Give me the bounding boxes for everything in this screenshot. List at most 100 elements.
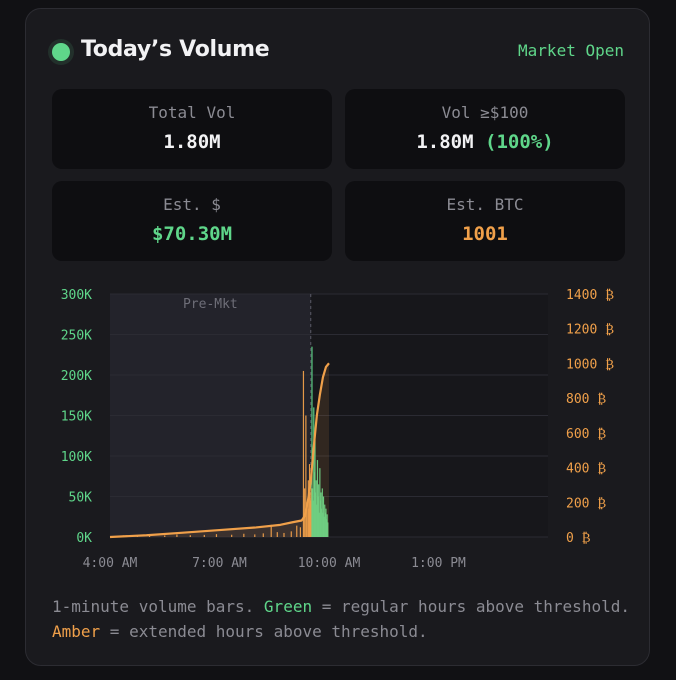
- volume-chart: Pre-Mkt 0K 50K 100K 150K 200K 250K 300K 0 ₿ 200 ₿…: [61, 288, 614, 571]
- stat-value-row: 1.80M (100%): [345, 131, 625, 153]
- extended-volume-bar: [290, 531, 292, 537]
- stat-label: Est. BTC: [446, 195, 524, 214]
- cumulative-btc-area: [110, 363, 329, 537]
- cumulative-btc-line: [109, 362, 330, 539]
- extended-volume-bar: [215, 534, 218, 537]
- extended-volume-bar: [189, 535, 191, 537]
- regular-volume-bar: [313, 472, 315, 537]
- regular-volume-bar: [326, 514, 328, 537]
- stat-value: 1.80M: [416, 131, 474, 153]
- plot-area: Pre-Mkt 0K 50K 100K 150K 200K 250K 300K 0 ₿ 200 ₿…: [61, 288, 614, 571]
- extended-volume-bar: [310, 500, 312, 537]
- regular-volume-bar: [317, 496, 319, 537]
- stat-label: Est. $: [163, 195, 221, 214]
- y-tick-label: 200K: [61, 369, 92, 384]
- extended-volume-bar: [310, 488, 312, 537]
- y2-tick-label: 200 ₿: [566, 496, 606, 511]
- regular-volume-bar: [311, 488, 314, 537]
- market-status-dot: [52, 43, 70, 61]
- y2-tick-label: 1000 ₿: [566, 357, 614, 372]
- x-tick-label: 4:00 AM: [83, 556, 138, 571]
- extended-volume-bar: [309, 492, 311, 537]
- y2-tick-label: 1200 ₿: [566, 323, 614, 338]
- regular-volume-bar: [325, 508, 327, 537]
- stat-est-usd: Est. $ $70.30M: [52, 181, 332, 261]
- extended-volume-bar: [270, 524, 272, 537]
- x-tick-label: 1:00 PM: [411, 556, 466, 571]
- regular-volume-bar: [319, 500, 322, 537]
- regular-volume-bar: [322, 496, 325, 537]
- extended-volume-bar: [302, 370, 305, 537]
- extended-volume-bar: [164, 535, 166, 537]
- regular-volume-bar: [315, 492, 317, 537]
- card-title: Today’s Volume: [81, 37, 270, 62]
- extended-volume-bar: [307, 480, 309, 537]
- extended-volume-bar: [176, 534, 178, 537]
- extended-volume-bar: [231, 534, 233, 537]
- y-tick-label: 150K: [61, 410, 92, 425]
- x-tick-label: 10:00 AM: [298, 556, 361, 571]
- y-tick-label: 250K: [61, 329, 92, 344]
- stat-label: Total Vol: [148, 103, 236, 122]
- regular-volume-bar: [318, 484, 320, 537]
- y-tick-label: 300K: [61, 288, 92, 303]
- regular-volume-bar: [312, 500, 314, 537]
- regular-volume-bar: [324, 504, 326, 537]
- regular-volume-bar: [321, 488, 323, 537]
- y-tick-label: 50K: [69, 491, 93, 506]
- extended-volume-bar: [299, 527, 302, 537]
- stat-total-vol: Total Vol 1.80M: [52, 89, 332, 169]
- extended-volume-bar: [262, 533, 264, 537]
- extended-volume-bar: [296, 525, 298, 537]
- regular-volume-bar: [322, 512, 324, 537]
- caption-amber-word: Amber: [52, 622, 101, 641]
- regular-volume-bar: [324, 512, 326, 537]
- stat-value: 1.80M: [163, 131, 221, 153]
- regular-volume-bar: [327, 522, 329, 537]
- extended-volume-bar: [203, 534, 205, 537]
- extended-volume-bar: [254, 534, 256, 537]
- y2-tick-label: 1400 ₿: [566, 288, 614, 303]
- caption-green-word: Green: [263, 597, 313, 616]
- y2-tick-label: 400 ₿: [566, 462, 606, 477]
- regular-volume-bar: [318, 512, 320, 537]
- extended-volume-bar: [276, 532, 278, 537]
- y-tick-label: 100K: [61, 450, 92, 465]
- regular-volume-bar: [316, 460, 319, 537]
- regular-volume-bar: [320, 492, 322, 537]
- extended-volume-bar: [283, 532, 285, 537]
- card-header: Today’s Volume Market Open: [26, 35, 649, 69]
- regular-volume-bar: [314, 439, 316, 537]
- y2-tick-label: 0 ₿: [566, 531, 591, 546]
- stat-value: 1001: [462, 223, 508, 245]
- chart-caption: 1-minute volume bars. Green = regular ho…: [52, 594, 632, 644]
- y2-tick-label: 600 ₿: [566, 427, 606, 442]
- regular-volume-bar: [313, 407, 315, 537]
- extended-volume-bar: [243, 533, 245, 537]
- caption-text: = regular hours above threshold.: [312, 597, 630, 616]
- x-tick-label: 7:00 AM: [192, 556, 247, 571]
- regular-volume-bar: [323, 516, 325, 537]
- extended-volume-bar: [308, 508, 310, 537]
- premarket-label: Pre-Mkt: [183, 297, 238, 312]
- regular-volume-bar: [315, 480, 317, 537]
- regular-volume-bar: [319, 468, 321, 537]
- extended-volume-bar: [306, 504, 308, 537]
- extended-volume-bar: [305, 415, 307, 537]
- volume-card: Today’s Volume Market Open Total Vol 1.8…: [25, 8, 650, 666]
- regular-volume-bar: [316, 504, 318, 537]
- extended-volume-bar: [308, 464, 311, 537]
- stat-value: $70.30M: [151, 223, 233, 245]
- stat-percent: (100%): [485, 131, 554, 153]
- y2-tick-label: 800 ₿: [566, 392, 606, 407]
- regular-volume-bar: [325, 519, 328, 537]
- caption-text: 1-minute volume bars.: [52, 597, 264, 616]
- stat-est-btc: Est. BTC 1001: [345, 181, 625, 261]
- caption-text: = extended hours above threshold.: [100, 622, 428, 641]
- stat-vol-threshold: Vol ≥$100 1.80M (100%): [345, 89, 625, 169]
- stat-label: Vol ≥$100: [441, 103, 529, 122]
- market-status-label: Market Open: [518, 41, 624, 60]
- regular-volume-bar: [311, 346, 313, 537]
- regular-volume-bar: [321, 508, 323, 537]
- y-tick-label: 0K: [76, 531, 92, 546]
